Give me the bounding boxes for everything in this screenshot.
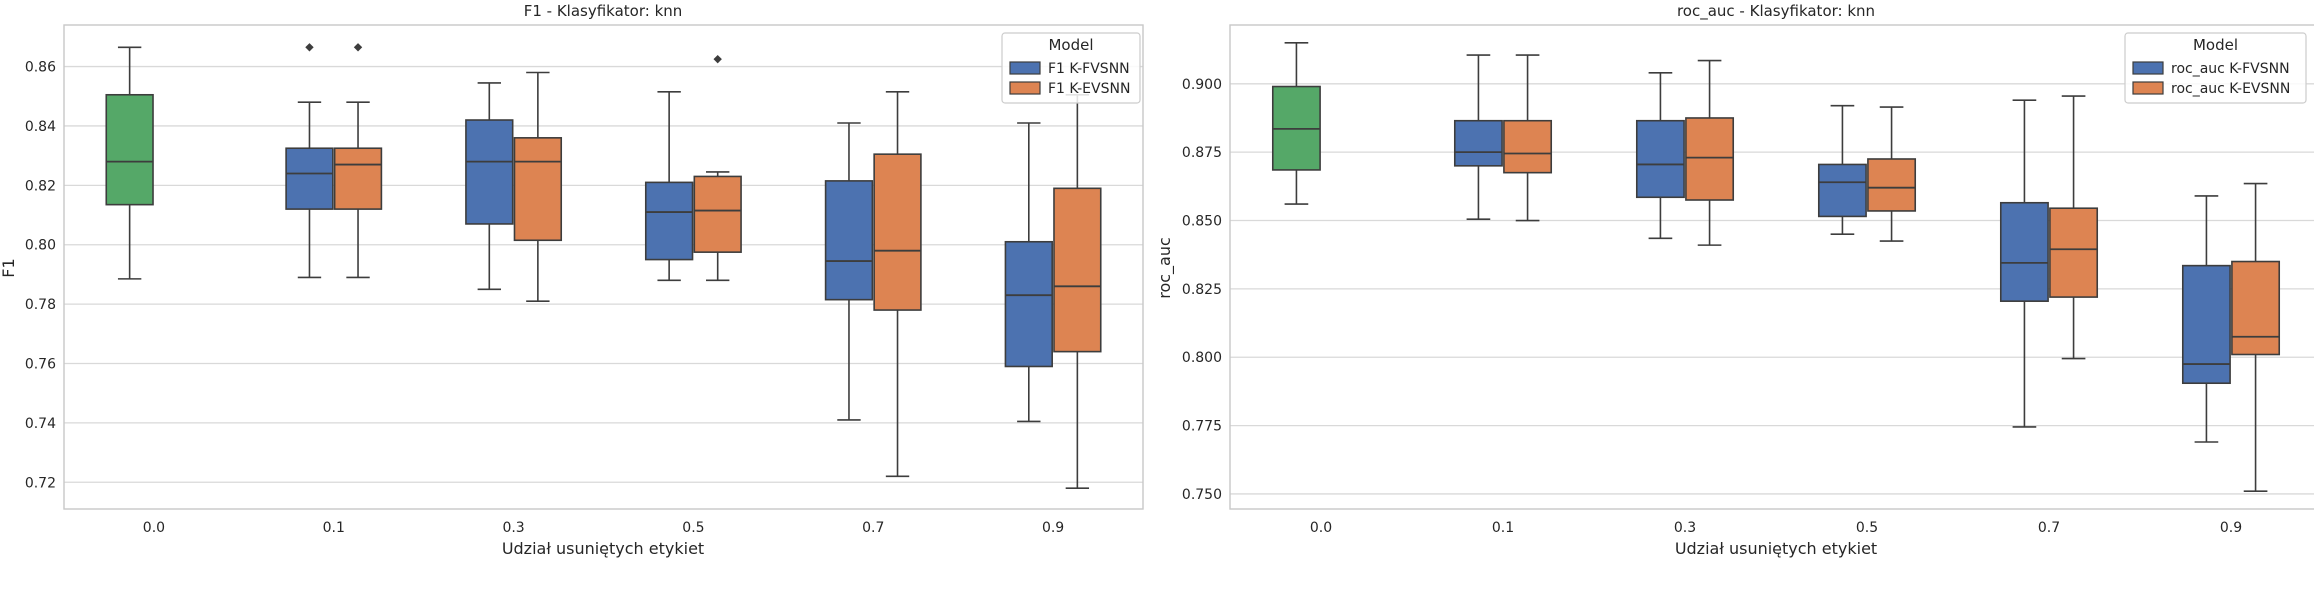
iqr-box (513, 137, 563, 242)
box-roc-auc-k-evsnn-0-9 (2231, 182, 2281, 493)
y-tick-label: 0.850 (1182, 214, 1222, 230)
legend-entry-label: F1 K-FVSNN (1048, 61, 1130, 77)
iqr-box (1685, 117, 1735, 201)
box-roc-auc-k-evsnn-0-7 (2049, 95, 2099, 360)
iqr-box (1453, 119, 1503, 167)
legend-swatch (1009, 81, 1041, 95)
plot-area-frame (1229, 24, 2314, 510)
legend-frame (2124, 32, 2307, 104)
roc-auc-boxplot-panel: 0.750 0.775 0.800 0.825 0.850 0.875 0.900 0.0 0.… (1182, 24, 2314, 536)
y-tick-label: 0.84 (25, 119, 56, 135)
box-f1-k-evsnn-0-5 (693, 54, 742, 282)
y-tick-label: 0.775 (1182, 419, 1222, 435)
iqr-box (644, 181, 694, 261)
chart-title-roc-auc: roc_auc - Klasyfikator: knn (1677, 2, 1875, 21)
box-f1-k-evsnn-0-9 (1053, 93, 1102, 490)
box-roc-auc-k-fvsnn-0-3 (1635, 72, 1685, 240)
x-axis-label-f1: Udział usuniętych etykiet (502, 539, 704, 558)
plot-area-frame (63, 24, 1144, 510)
legend: Model roc_auc K-FVSNN roc_auc K-EVSNN (2124, 32, 2307, 104)
box-roc-auc-k-fvsnn-0-7 (1999, 99, 2049, 428)
iqr-box (824, 180, 874, 301)
box-f1-k-evsnn-0-7 (873, 91, 922, 478)
iqr-box (285, 147, 334, 210)
iqr-box (1503, 119, 1553, 174)
box-f1-k-evsnn-0-1 (333, 43, 383, 279)
f1-boxplot-panel: 0.72 0.74 0.76 0.78 0.80 0.82 0.84 0.86 0.0 0.1 0.… (25, 24, 1144, 536)
y-tick-label: 0.76 (25, 357, 56, 373)
legend-swatch (1009, 61, 1041, 75)
box-f1-k-fvsnn-0-7 (824, 122, 874, 421)
legend-entry-label: roc_auc K-EVSNN (2171, 81, 2290, 97)
box-roc-auc-k-evsnn-0-5 (1867, 106, 1917, 242)
box-f1-k-fvsnn-0-3 (465, 82, 514, 291)
outlier-point (713, 54, 722, 64)
box-roc-auc-k-fvsnn-0-5 (1817, 104, 1867, 235)
iqr-box (1867, 158, 1917, 212)
iqr-box (1635, 119, 1685, 199)
x-tick-label: 0.0 (143, 520, 165, 536)
iqr-box (1999, 201, 2049, 302)
iqr-box (465, 119, 514, 225)
x-tick-label: 0.1 (323, 520, 345, 536)
y-tick-label: 0.825 (1182, 282, 1222, 298)
x-tick-label: 0.9 (2220, 520, 2242, 536)
iqr-box (1053, 187, 1102, 353)
y-tick-label: 0.72 (25, 475, 56, 491)
box-f1-k-evsnn-0-3 (513, 71, 563, 302)
iqr-box (1004, 240, 1053, 368)
y-axis-label-roc-auc: roc_auc (1155, 237, 1175, 299)
iqr-box (693, 175, 742, 253)
legend-title: Model (2193, 36, 2238, 54)
box-roc-auc-k-fvsnn-0-1 (1453, 54, 1503, 220)
legend: Model F1 K-FVSNN F1 K-EVSNN (1001, 32, 1141, 104)
iqr-box (1817, 163, 1867, 218)
iqr-box (873, 153, 922, 311)
box-roc-auc-k-evsnn-0-3 (1685, 59, 1735, 246)
iqr-box (105, 93, 154, 206)
y-tick-label: 0.800 (1182, 350, 1222, 366)
iqr-box (2181, 264, 2231, 385)
iqr-box (2049, 207, 2099, 298)
x-tick-label: 0.3 (502, 520, 524, 536)
y-tick-label: 0.78 (25, 297, 56, 313)
box-roc-auc-k-evsnn-0-1 (1503, 54, 1553, 222)
iqr-box (333, 147, 383, 210)
chart-title-f1: F1 - Klasyfikator: knn (524, 2, 683, 20)
x-tick-label: 0.5 (1856, 520, 1878, 536)
y-axis-label-f1: F1 (0, 258, 18, 277)
x-tick-label: 0.0 (1310, 520, 1332, 536)
y-tick-label: 0.750 (1182, 487, 1222, 503)
y-tick-label: 0.875 (1182, 145, 1222, 161)
x-tick-label: 0.7 (2038, 520, 2060, 536)
legend-entry-label: roc_auc K-FVSNN (2171, 61, 2290, 77)
outlier-point (305, 43, 314, 52)
y-tick-label: 0.74 (25, 416, 56, 432)
y-tick-label: 0.80 (25, 238, 56, 254)
legend-swatch (2132, 61, 2164, 75)
y-tick-label: 0.82 (25, 178, 56, 194)
x-axis-label-roc-auc: Udział usuniętych etykiet (1675, 539, 1877, 558)
outlier-point (353, 43, 363, 52)
y-tick-label: 0.900 (1182, 77, 1222, 93)
x-tick-label: 0.5 (682, 520, 704, 536)
x-tick-label: 0.1 (1492, 520, 1514, 536)
box-f1-k-fvsnn-0-5 (644, 91, 694, 282)
legend-swatch (2132, 81, 2164, 95)
iqr-box (2231, 260, 2281, 356)
legend-entry-label: F1 K-EVSNN (1048, 81, 1130, 97)
box-f1-k-fvsnn-0-9 (1004, 122, 1053, 423)
y-tick-label: 0.86 (25, 60, 56, 76)
x-tick-label: 0.9 (1042, 520, 1064, 536)
x-tick-label: 0.7 (862, 520, 884, 536)
x-tick-label: 0.3 (1674, 520, 1696, 536)
box-roc-auc-k-fvsnn-0-9 (2181, 195, 2231, 443)
legend-title: Model (1048, 36, 1093, 54)
box-baseline-0-0 (1271, 41, 1321, 205)
box-baseline-0-0 (105, 46, 154, 280)
box-f1-k-fvsnn-0-1 (285, 43, 334, 279)
